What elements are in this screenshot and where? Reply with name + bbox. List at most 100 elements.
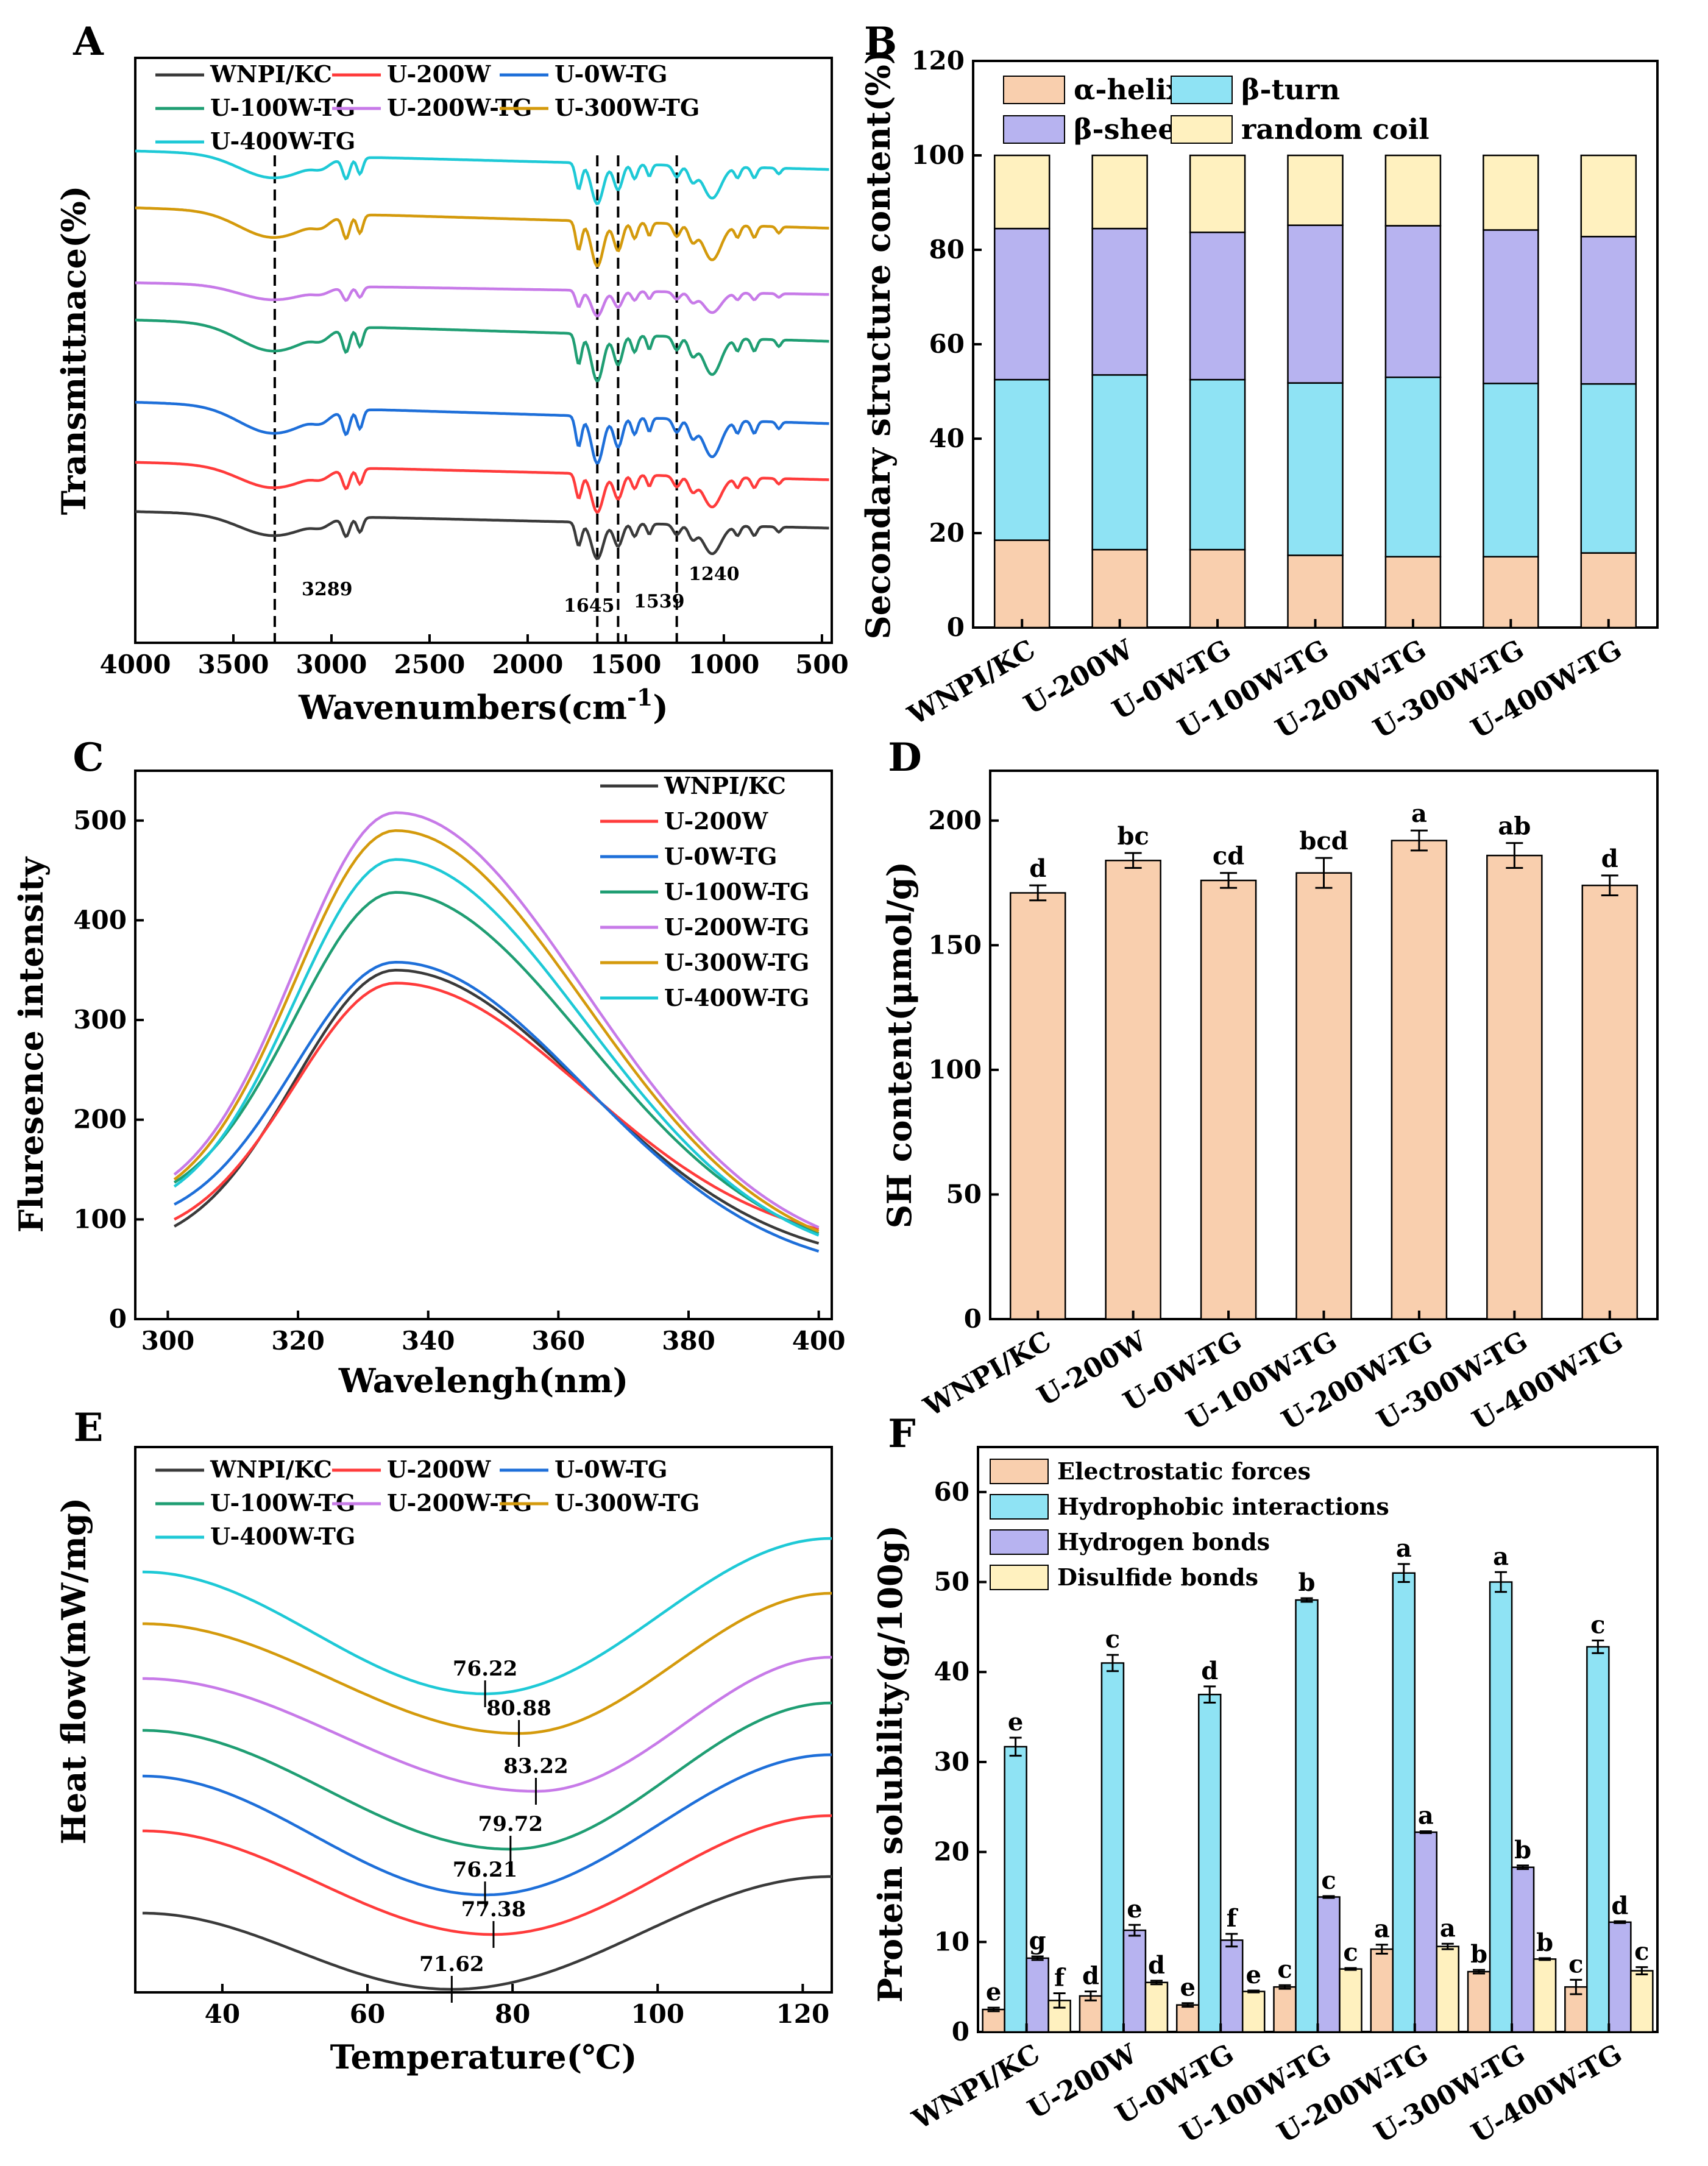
panel-f-category-label: WNPI/KC	[907, 2038, 1045, 2136]
panel-f-bar-disulfide-bonds	[1241, 1991, 1266, 2033]
panel-f-legend-swatch	[990, 1459, 1049, 1484]
panel-c-y-tick-label: 400	[73, 905, 127, 935]
panel-f-significance-letter: c	[1634, 1938, 1649, 1966]
panel-c-x-tick-label: 300	[141, 1326, 195, 1356]
panel-f-significance-letter: d	[1611, 1891, 1628, 1920]
panel-c-y-tick-label: 100	[73, 1204, 127, 1234]
panel-b-legend-swatch	[1003, 115, 1065, 144]
panel-f-bar-electrostatic-forces	[1370, 1948, 1394, 2033]
panel-b-bar--turn	[1189, 378, 1246, 551]
panel-c-legend-label: U-100W-TG	[664, 878, 809, 905]
panel-f-significance-letter: b	[1536, 1928, 1553, 1957]
panel-f-significance-letter: g	[1029, 1927, 1046, 1955]
panel-a-annotation: 1539	[634, 591, 685, 612]
panel-c: C 300 320 340 360 380 400 0 100 200 300 400 500 Wavel…	[12, 735, 845, 1400]
panel-f-significance-letter: c	[1321, 1866, 1336, 1895]
panel-a-series-line	[135, 510, 829, 561]
panel-d-bar	[1486, 854, 1543, 1320]
panel-f-significance-letter: d	[1201, 1657, 1218, 1685]
panel-a-annotation: 3289	[302, 579, 353, 600]
panel-f-significance-letter: c	[1277, 1955, 1292, 1984]
panel-e-legend-label: U-200W	[387, 1456, 492, 1483]
panel-b-bar--helix	[1287, 554, 1344, 629]
panel-b-bar--helix	[1483, 556, 1539, 629]
panel-a-legend-label: U-400W-TG	[210, 127, 355, 155]
panel-f-significance-letter: c	[1590, 1611, 1605, 1640]
panel-e: E 40 60 80 100 120 Temperature(℃) Heat flow(mW/…	[54, 1405, 833, 2076]
panel-b-letter: B	[864, 19, 897, 65]
panel-b-y-tick-label: 20	[929, 518, 965, 548]
panel-b-bar-random-coil	[1287, 154, 1344, 226]
panel-f-bar-hydrophobic-interactions	[1100, 1662, 1125, 2033]
panel-e-ylabel: Heat flow(mW/mg)	[54, 1498, 93, 1844]
panel-b-bar--helix	[1189, 548, 1246, 629]
panel-f-bar-hydrophobic-interactions	[1392, 1572, 1416, 2033]
panel-a-x-tick-label: 2000	[492, 649, 563, 679]
panel-d-letter: D	[888, 735, 922, 780]
panel-c-legend-label: U-300W-TG	[664, 949, 809, 976]
panel-b-legend-swatch	[1171, 76, 1233, 104]
panel-d-y-tick-label: 0	[964, 1304, 982, 1334]
panel-b-bar--helix	[993, 539, 1051, 629]
panel-f-y-tick-label: 50	[934, 1567, 969, 1597]
panel-f-significance-letter: b	[1299, 1568, 1316, 1597]
panel-f-y-tick-label: 30	[934, 1747, 969, 1777]
panel-f-bar-hydrophobic-interactions	[1489, 1581, 1513, 2033]
panel-e-x-tick-label: 40	[205, 1999, 240, 2029]
panel-d-y-tick-label: 150	[928, 930, 982, 960]
panel-a-ylabel: Transmittnace(%)	[54, 186, 93, 515]
panel-f-significance-letter: c	[1343, 1938, 1358, 1967]
panel-b-legend-label: β-sheet	[1074, 113, 1189, 146]
panel-c-x-tick-label: 360	[532, 1326, 586, 1356]
panel-a-x-tick-label: 3000	[296, 649, 367, 679]
panel-d: D 0 50 100 150 200 SH content(μmol/g) d WNPI/KC b…	[880, 735, 1659, 1437]
panel-f-bar-hydrophobic-interactions	[1197, 1693, 1222, 2033]
panel-d-significance-letter: bcd	[1299, 827, 1348, 855]
panel-e-peak-label: 80.88	[486, 1696, 551, 1721]
panel-a-series-line	[135, 461, 829, 514]
panel-c-series-line	[173, 969, 820, 1245]
panel-e-series-line	[142, 1814, 832, 1936]
panel-a-series-line	[135, 318, 829, 383]
panel-b-legend-label: β-turn	[1241, 73, 1340, 106]
panel-f-significance-letter: e	[986, 1978, 1001, 2006]
panel-e-series-line	[142, 1875, 832, 1991]
panel-a-legend-label: U-200W	[387, 60, 492, 88]
panel-f-bar-hydrogen-bonds	[1511, 1866, 1535, 2033]
panel-d-bar	[1200, 879, 1257, 1320]
panel-e-peak-label: 79.72	[478, 1812, 543, 1836]
panel-b-y-tick-label: 80	[929, 235, 965, 264]
panel-b-bar--turn	[993, 378, 1051, 541]
panel-f-legend-label: Hydrophobic interactions	[1057, 1493, 1389, 1520]
panel-c-series-line	[173, 829, 820, 1233]
panel-c-series-line	[173, 811, 820, 1229]
panel-a-x-tick-label: 2500	[394, 649, 466, 679]
panel-f-bar-hydrophobic-interactions	[1004, 1746, 1027, 2033]
panel-f-significance-letter: c	[1568, 1950, 1583, 1978]
panel-b-legend-swatch	[1171, 115, 1233, 144]
panel-e-x-tick-label: 100	[631, 1999, 684, 2029]
panel-d-significance-letter: bc	[1117, 822, 1149, 851]
panel-f-ylabel: Protein solubility(g/100g)	[871, 1525, 910, 2003]
panel-e-peak-label: 83.22	[503, 1754, 568, 1778]
panel-f-legend-label: Electrostatic forces	[1057, 1457, 1311, 1485]
panel-b-y-tick-label: 40	[929, 423, 965, 453]
panel-d-bar	[1009, 892, 1066, 1320]
panel-d-y-tick-label: 100	[928, 1055, 982, 1085]
panel-f-significance-letter: a	[1493, 1542, 1509, 1571]
panel-a-xlabel-sup: -1	[627, 684, 653, 711]
panel-e-legend-label: U-400W-TG	[210, 1523, 355, 1550]
panel-b-bar--sheet	[1580, 236, 1637, 385]
panel-b-legend-label: α-helix	[1074, 73, 1183, 106]
panel-a-series-line	[135, 206, 829, 268]
panel-c-series-line	[173, 858, 820, 1237]
panel-d-bar	[1581, 884, 1639, 1320]
panel-f-significance-letter: e	[1180, 1973, 1195, 2002]
panel-b-bar-random-coil	[1189, 154, 1246, 233]
panel-f-legend-swatch	[990, 1565, 1049, 1590]
panel-f-bar-electrostatic-forces	[1175, 2004, 1200, 2033]
panel-d-bar	[1391, 840, 1448, 1320]
panel-b-bar--helix	[1091, 548, 1148, 629]
panel-f-bar-disulfide-bonds	[1436, 1945, 1460, 2033]
